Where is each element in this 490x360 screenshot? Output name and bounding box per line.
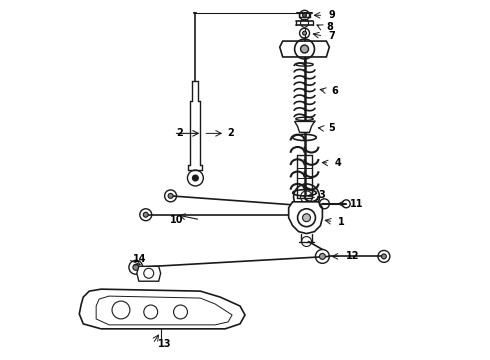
Circle shape — [302, 13, 307, 17]
Text: 14: 14 — [133, 255, 147, 264]
Circle shape — [302, 31, 307, 35]
Text: 12: 12 — [346, 251, 360, 261]
Circle shape — [319, 253, 325, 260]
Polygon shape — [137, 266, 161, 281]
Polygon shape — [294, 121, 315, 132]
Circle shape — [300, 45, 309, 53]
Circle shape — [302, 214, 311, 222]
Polygon shape — [289, 202, 322, 234]
Text: 11: 11 — [350, 199, 364, 209]
Text: 7: 7 — [328, 31, 335, 41]
Text: 10: 10 — [170, 215, 183, 225]
Text: 3: 3 — [318, 190, 325, 200]
Text: 4: 4 — [334, 158, 341, 168]
Text: 2: 2 — [227, 129, 234, 138]
Polygon shape — [79, 289, 245, 329]
Text: 8: 8 — [326, 22, 333, 32]
Polygon shape — [96, 296, 232, 325]
Circle shape — [133, 264, 139, 270]
Text: 6: 6 — [331, 86, 338, 96]
Text: 1: 1 — [338, 217, 345, 227]
Text: 13: 13 — [158, 339, 171, 349]
Circle shape — [143, 212, 148, 217]
Circle shape — [193, 175, 198, 181]
Circle shape — [168, 193, 173, 198]
Circle shape — [381, 254, 387, 259]
Polygon shape — [280, 41, 329, 57]
Text: 9: 9 — [328, 10, 335, 20]
Text: 5: 5 — [328, 123, 335, 134]
Text: 2: 2 — [176, 129, 183, 138]
